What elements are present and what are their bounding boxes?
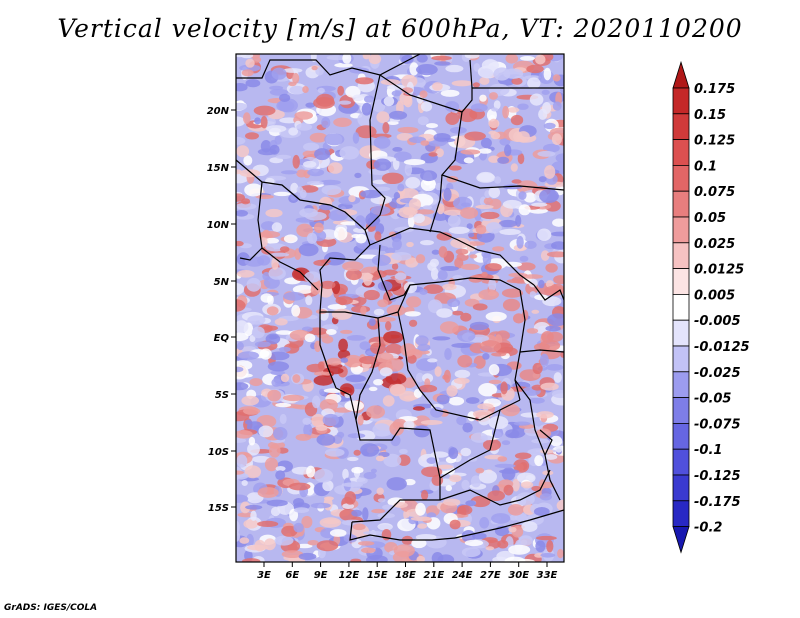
colorbar-label: 0.1 xyxy=(694,159,717,174)
colorbar-swatch xyxy=(672,422,690,450)
lon-tick-label: 9E xyxy=(314,570,328,581)
colorbar-label: 0.075 xyxy=(694,185,735,200)
colorbar-label: 0.125 xyxy=(694,134,735,149)
lon-tick-label: 3E xyxy=(257,570,271,581)
colorbar-swatch xyxy=(672,190,690,218)
colorbar-label: 0.15 xyxy=(694,108,726,123)
lon-tick-label: 33E xyxy=(537,570,558,581)
lon-tick-label: 24E xyxy=(452,570,473,581)
lat-tick-label: 5S xyxy=(215,390,229,401)
lat-tick-label: EQ xyxy=(214,333,230,344)
colorbar-swatch xyxy=(672,216,690,244)
lon-tick-label: 15E xyxy=(367,570,388,581)
colorbar-swatch xyxy=(672,87,690,115)
colorbar-swatch xyxy=(672,397,690,424)
colorbar-label: -0.05 xyxy=(694,392,731,407)
colorbar-swatch xyxy=(672,500,690,527)
lat-tick-label: 20N xyxy=(207,106,230,117)
colorbar-label: -0.005 xyxy=(694,314,741,329)
longitude-axis: 3E 6E 9E 12E 15E 18E 21E 24E 27E 30E 33E xyxy=(257,562,558,581)
lat-tick-label: 5N xyxy=(214,277,230,288)
colorbar-swatch xyxy=(672,319,690,347)
colorbar-label: 0.025 xyxy=(694,237,735,252)
credit-text: GrADS: IGES/COLA xyxy=(4,603,98,613)
colorbar-label: -0.2 xyxy=(694,521,722,536)
lon-tick-label: 12E xyxy=(339,570,360,581)
colorbar-swatch xyxy=(672,268,690,295)
colorbar-label: -0.175 xyxy=(694,495,741,510)
lon-tick-label: 27E xyxy=(480,570,501,581)
map-title: Vertical velocity [m/s] at 600hPa, VT: 2… xyxy=(57,14,743,43)
colorbar-bottom-arrow xyxy=(672,526,690,554)
colorbar-label: -0.125 xyxy=(694,469,741,484)
colorbar-label: -0.075 xyxy=(694,417,741,432)
lon-tick-label: 30E xyxy=(508,570,529,581)
latitude-axis: 20N 15N 10N 5N EQ 5S 10S 15S xyxy=(207,106,236,514)
colorbar-swatch xyxy=(672,164,690,192)
colorbar-label: 0.05 xyxy=(694,211,726,226)
colorbar-swatch xyxy=(672,242,690,270)
colorbar-label: -0.025 xyxy=(694,366,741,381)
colorbar: 0.175 0.15 0.125 0.1 0.075 0.05 0.025 0.0125 0.0… xyxy=(672,60,750,554)
colorbar-swatch xyxy=(672,293,690,321)
lat-tick-label: 15S xyxy=(208,503,229,514)
colorbar-label: 0.005 xyxy=(694,288,735,303)
map-frame xyxy=(235,53,565,563)
lon-tick-label: 6E xyxy=(285,570,299,581)
colorbar-label: 0.175 xyxy=(694,82,735,97)
lat-tick-label: 15N xyxy=(207,163,230,174)
colorbar-swatch xyxy=(672,113,690,141)
country-borders xyxy=(235,53,565,541)
colorbar-label: -0.1 xyxy=(694,443,722,458)
colorbar-swatch xyxy=(672,345,690,373)
colorbar-top-arrow xyxy=(672,60,690,89)
lat-tick-label: 10N xyxy=(207,220,230,231)
colorbar-label: 0.0125 xyxy=(694,263,744,278)
colorbar-swatch xyxy=(672,371,690,398)
lon-tick-label: 18E xyxy=(395,570,416,581)
colorbar-swatch xyxy=(672,448,690,476)
colorbar-swatch xyxy=(672,139,690,166)
colorbar-label: -0.0125 xyxy=(694,340,750,355)
lon-tick-label: 21E xyxy=(423,570,444,581)
lat-tick-label: 10S xyxy=(208,447,229,458)
colorbar-swatch xyxy=(672,474,690,502)
